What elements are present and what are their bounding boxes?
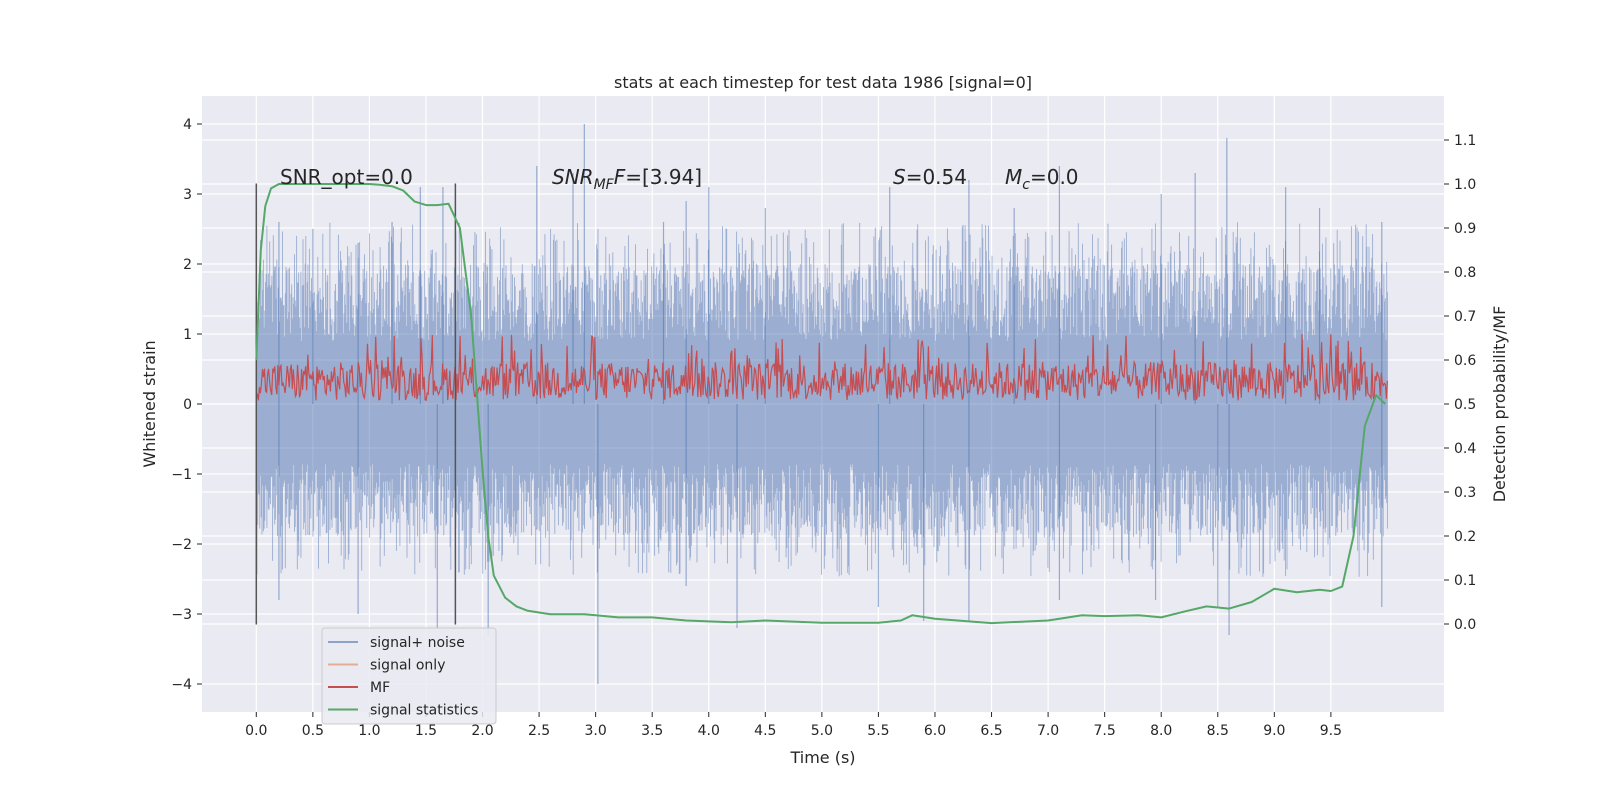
annotation-s: S=0.54 (893, 165, 967, 189)
mc-tail: =0.0 (1030, 165, 1079, 189)
legend-box (321, 627, 497, 725)
y2-tick-label: 0.1 (1454, 573, 1476, 589)
y-tick-label: 1 (183, 327, 192, 343)
mc-base: M (1005, 165, 1022, 189)
y-tick-label: 4 (183, 117, 192, 133)
x-tick-label: 8.5 (1207, 723, 1229, 739)
x-tick-label: 3.0 (585, 723, 607, 739)
x-tick-label: 6.0 (924, 723, 946, 739)
annotations: SNR_opt=0.0 SNRMFF=[3.94] S=0.54 Mc=0.0 (280, 165, 1079, 193)
y2-tick-label: 0.4 (1454, 441, 1476, 457)
x-tick-label: 4.0 (698, 723, 720, 739)
x-tick-label: 1.0 (358, 723, 380, 739)
legend-label: signal only (370, 658, 445, 674)
data-layer (255, 124, 1388, 684)
y-axis-title: Whitened strain (140, 340, 159, 467)
x-tick-label: 1.5 (415, 723, 437, 739)
x-tick-label: 5.5 (867, 723, 889, 739)
y2-tick-label: 1.0 (1454, 177, 1476, 193)
x-tick-label: 7.0 (1037, 723, 1059, 739)
snr-mf-tail: =[3.94] (625, 165, 702, 189)
y2-tick-label: 0.2 (1454, 529, 1476, 545)
x-tick-label: 9.0 (1263, 723, 1285, 739)
y2-tick-label: 0.6 (1454, 353, 1476, 369)
x-tick-label: 0.0 (245, 723, 267, 739)
y-tick-label: −2 (171, 537, 192, 553)
x-tick-label: 3.5 (641, 723, 663, 739)
x-tick-label: 6.5 (980, 723, 1002, 739)
snr-mf-sub: MF (594, 177, 615, 193)
y2-tick-label: 0.7 (1454, 309, 1476, 325)
x-tick-label: 2.0 (471, 723, 493, 739)
s-tail: =0.54 (906, 165, 967, 189)
x-axis-title: Time (s) (789, 748, 855, 767)
y-tick-label: −1 (171, 467, 192, 483)
y2-tick-label: 0.5 (1454, 397, 1476, 413)
y-tick-label: 3 (183, 187, 192, 203)
x-tick-label: 5.0 (811, 723, 833, 739)
y2-tick-label: 1.1 (1454, 133, 1476, 149)
x-tick-label: 0.5 (302, 723, 324, 739)
x-tick-label: 2.5 (528, 723, 550, 739)
y-tick-label: 2 (183, 257, 192, 273)
y2-axis-title: Detection probability/MF (1490, 306, 1509, 503)
snr-mf-f: F (614, 165, 626, 189)
s-base: S (893, 165, 906, 189)
signal-statistics-line (255, 183, 1386, 625)
y-tick-label: 0 (183, 397, 192, 413)
mf-trace (255, 333, 1388, 402)
annotation-snr-opt: SNR_opt=0.0 (280, 165, 413, 189)
y2-tick-label: 0.0 (1454, 617, 1476, 633)
axes: 0.0 0.5 1.0 1.5 2.0 2.5 3.0 3.5 4.0 4.5 5.0 5.5 6.0 6… (171, 117, 1476, 739)
y-tick-label: −3 (171, 607, 192, 623)
legend-label: signal statistics (370, 703, 478, 719)
x-tick-label: 4.5 (754, 723, 776, 739)
y-tick-label: −4 (171, 677, 192, 693)
y2-tick-label: 0.8 (1454, 265, 1476, 281)
annotation-snr-mf: SNRMFF=[3.94] (552, 165, 702, 193)
legend: signal+ noise signal only MF signal statist… (321, 627, 497, 725)
mc-sub: c (1022, 177, 1030, 193)
snr-mf-base: SNR (552, 165, 594, 189)
y2-tick-label: 0.9 (1454, 221, 1476, 237)
x-tick-label: 7.5 (1094, 723, 1116, 739)
legend-label: signal+ noise (370, 635, 465, 651)
x-tick-label: 8.0 (1150, 723, 1172, 739)
x-tick-label: 9.5 (1320, 723, 1342, 739)
chart-title: stats at each timestep for test data 198… (614, 73, 1032, 92)
legend-label: MF (370, 680, 390, 696)
annotation-mc: Mc=0.0 (1005, 165, 1079, 193)
y2-tick-label: 0.3 (1454, 485, 1476, 501)
